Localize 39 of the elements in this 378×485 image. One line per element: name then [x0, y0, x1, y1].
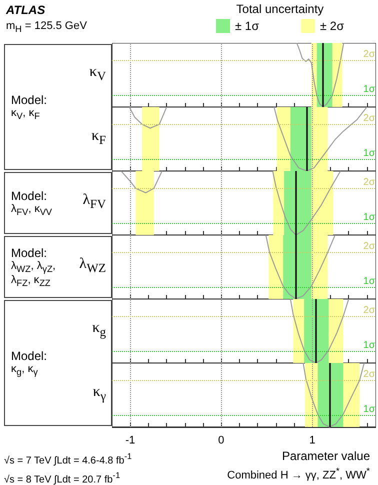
text: κ$_{g}$, κ$_{γ}$ — [11, 362, 39, 378]
ref-line-label: 1σ — [363, 276, 376, 287]
text: Combined H → γγ, ZZ$^{*}$, WW$^{*}$ — [227, 466, 370, 482]
chart-title: ATLAS — [6, 3, 46, 17]
legend-label: ± 1σ — [235, 19, 259, 33]
ref-line-label: 2σ — [363, 240, 376, 252]
x-tick-label: 1 — [309, 434, 316, 446]
text: λ$_{FV}$, κ$_{VV}$ — [11, 202, 52, 218]
text: λ$_{FZ}$, κ$_{ZZ}$ — [11, 274, 52, 288]
x-tick-label: -1 — [125, 434, 136, 446]
ref-line-label: 1σ — [363, 148, 376, 159]
legend-title: Total uncertainty — [235, 2, 325, 16]
text: Model: — [11, 188, 48, 203]
text: Model: — [11, 92, 48, 107]
text: Model: — [11, 246, 48, 260]
y-axis-title: κ$_{V}$ — [89, 64, 106, 84]
ref-line-label: 2σ — [363, 112, 376, 124]
ref-line-label: 1σ — [363, 212, 376, 223]
chart-subtitle: m$_{H}$ = 125.5 GeV — [6, 20, 87, 34]
y-axis-title: κ$_{γ}$ — [92, 384, 106, 404]
ref-line-label: 2σ — [363, 304, 376, 316]
y-axis-title: κ$_{g}$ — [92, 320, 106, 340]
text: Model: — [11, 348, 48, 363]
ref-line-label: 1σ — [363, 340, 376, 351]
x-axis-title: Parameter value — [282, 449, 370, 463]
y-axis-title: λ$_{FV}$ — [82, 192, 106, 212]
ref-line-label: 2σ — [363, 368, 376, 380]
text: √s = 7 TeV ∫Ldt = 4.6-4.8 fb$^{-1}$ — [4, 451, 132, 466]
ref-line-label: 2σ — [363, 48, 376, 60]
y-axis-title: λ$_{WZ}$ — [79, 256, 106, 276]
text: √s = 8 TeV ∫Ldt = 20.7 fb$^{-1}$ — [4, 470, 120, 485]
ref-line-label: 1σ — [363, 84, 376, 95]
text: λ$_{WZ}$, λ$_{γZ}$, — [11, 260, 56, 274]
text: κ$_{V}$, κ$_{F}$ — [11, 106, 41, 122]
y-axis-title: κ$_{F}$ — [91, 128, 106, 148]
ref-line-label: 1σ — [363, 404, 376, 415]
x-tick-label: 0 — [218, 434, 224, 446]
legend-label: ± 2σ — [320, 19, 344, 33]
ref-line-label: 2σ — [363, 176, 376, 188]
